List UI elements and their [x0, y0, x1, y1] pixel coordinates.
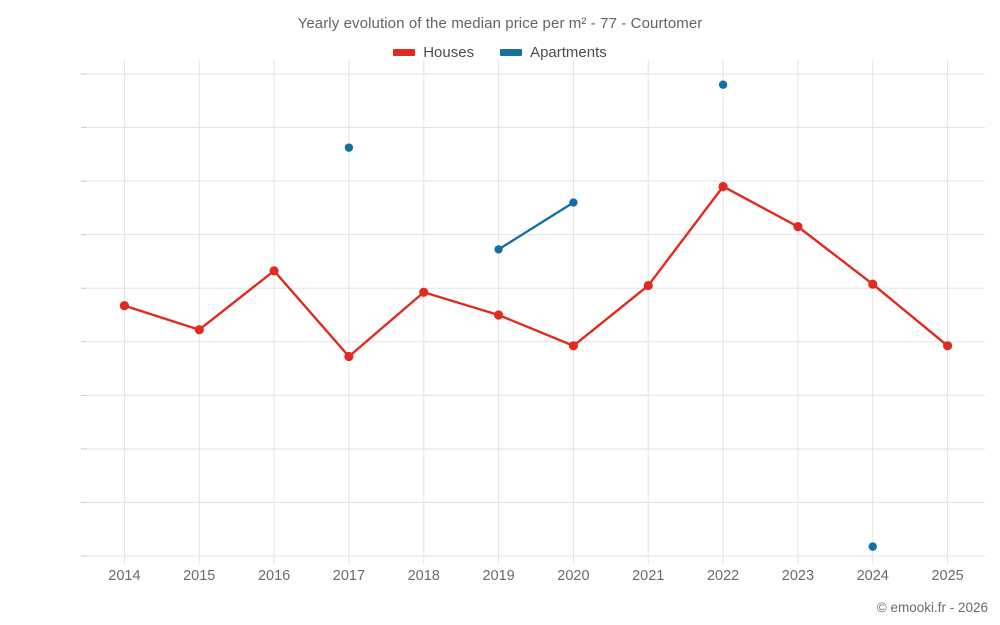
data-point-houses-2024[interactable] [868, 279, 878, 289]
data-point-houses-2017[interactable] [344, 351, 354, 362]
x-tick-label: 2022 [706, 568, 740, 584]
data-point-houses-2021[interactable] [643, 280, 653, 291]
x-tick-label: 2019 [482, 568, 515, 584]
y-axis-ticks: 1 600 €1 800 €2 000 €2 200 €2 400 €2 600… [0, 0, 80, 625]
data-point-houses-2019[interactable] [493, 310, 504, 320]
legend-swatch-apartments [500, 49, 523, 56]
x-tick-label: 2024 [856, 568, 889, 584]
series-line-houses [123, 185, 949, 358]
data-point-houses-2022[interactable] [718, 181, 728, 192]
y-gridlines [81, 73, 985, 557]
x-tick-label: 2018 [407, 568, 440, 584]
legend-label-houses: Houses [423, 44, 475, 61]
footer-credit: © emooki.fr - 2026 [876, 600, 988, 615]
series-lines [123, 185, 949, 358]
x-tick-label: 2017 [332, 568, 366, 584]
data-point-apartments-2017[interactable] [344, 143, 354, 152]
data-point-houses-2015[interactable] [194, 325, 204, 335]
data-point-houses-2020[interactable] [568, 341, 579, 351]
legend-label-apartments: Apartments [530, 44, 607, 61]
data-point-houses-2014[interactable] [119, 301, 130, 311]
x-tick-label: 2016 [257, 568, 291, 584]
data-point-apartments-2020[interactable] [569, 198, 578, 207]
data-point-houses-2025[interactable] [942, 341, 953, 351]
series-points [119, 80, 953, 551]
data-point-apartments-2019[interactable] [494, 245, 503, 254]
series-line-apartments [497, 201, 575, 251]
x-tick-label: 2015 [183, 568, 216, 584]
x-tick-label: 2021 [632, 568, 665, 584]
data-point-houses-2023[interactable] [793, 222, 803, 232]
data-point-apartments-2024[interactable] [868, 542, 877, 551]
legend-item-houses[interactable]: Houses [393, 44, 474, 61]
x-gridlines [123, 60, 949, 564]
data-point-houses-2016[interactable] [269, 266, 279, 276]
chart-title: Yearly evolution of the median price per… [297, 15, 703, 32]
legend-item-apartments[interactable]: Apartments [500, 44, 607, 61]
x-tick-label: 2023 [781, 568, 815, 584]
legend-swatch-houses [393, 49, 416, 56]
data-point-apartments-2022[interactable] [718, 80, 728, 89]
x-tick-label: 2020 [557, 568, 590, 584]
x-tick-label: 2014 [108, 568, 141, 584]
x-tick-label: 2025 [931, 568, 964, 584]
chart-legend: Houses Apartments [0, 44, 1000, 61]
data-point-houses-2018[interactable] [419, 287, 429, 297]
